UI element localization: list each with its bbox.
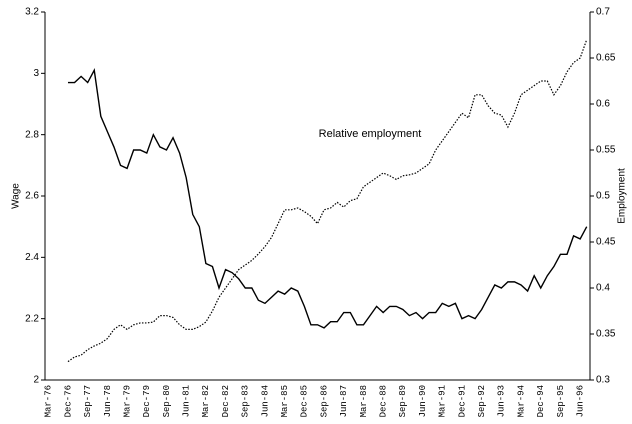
y-tick-label: 2.6 [25, 191, 39, 202]
series-line [67, 39, 588, 363]
x-tick-label: Sep-83 [241, 385, 251, 417]
x-tick-label: Dec-91 [457, 385, 467, 417]
x-tick-label: Dec-82 [221, 385, 231, 417]
x-tick-label: Mar-79 [122, 385, 132, 417]
y-tick-label: 2.2 [25, 313, 39, 324]
annotation: Relative employment [319, 128, 422, 140]
x-tick-label: Dec-79 [142, 385, 152, 417]
x-tick-label: Jun-78 [103, 385, 113, 417]
x-tick-label: Sep-89 [398, 385, 408, 417]
y2-tick-label: 0.45 [596, 237, 616, 248]
x-tick-label: Jun-87 [339, 385, 349, 417]
x-tick-label: Dec-88 [379, 385, 389, 417]
x-tick-label: Mar-88 [359, 385, 369, 417]
y-tick-label: 3.2 [25, 7, 39, 18]
x-tick-label: Dec-94 [536, 385, 546, 417]
x-tick-label: Mar-85 [280, 385, 290, 417]
x-tick-label: Jun-90 [418, 385, 428, 417]
x-tick-label: Sep-80 [162, 385, 172, 417]
x-tick-label: Dec-76 [63, 385, 73, 417]
y-tick-label: 2.4 [25, 252, 39, 263]
y-tick-label: 2 [33, 375, 39, 386]
y2-tick-label: 0.3 [596, 375, 610, 386]
x-tick-label: Mar-76 [44, 385, 54, 417]
y-tick-label: 2.8 [25, 129, 39, 140]
x-tick-label: Dec-85 [300, 385, 310, 417]
y-axis-label: Wage [11, 183, 22, 209]
x-tick-label: Sep-77 [83, 385, 93, 417]
y2-axis-label: Employment [617, 168, 628, 224]
x-tick-label: Jun-84 [260, 385, 270, 417]
x-tick-label: Jun-93 [497, 385, 507, 417]
x-tick-label: Jun-81 [182, 385, 192, 417]
y-tick-label: 3 [33, 68, 39, 79]
y2-tick-label: 0.65 [596, 53, 616, 64]
y2-tick-label: 0.7 [596, 7, 610, 18]
x-tick-label: Mar-91 [438, 385, 448, 417]
y2-tick-label: 0.5 [596, 191, 610, 202]
y2-tick-label: 0.6 [596, 99, 610, 110]
x-tick-label: Mar-94 [516, 385, 526, 417]
y2-tick-label: 0.4 [596, 283, 610, 294]
x-tick-label: Sep-92 [477, 385, 487, 417]
x-tick-label: Mar-82 [201, 385, 211, 417]
x-tick-label: Sep-95 [556, 385, 566, 417]
series-line [67, 68, 588, 329]
x-tick-label: Sep-86 [319, 385, 329, 417]
y2-tick-label: 0.35 [596, 329, 616, 340]
y2-tick-label: 0.55 [596, 145, 616, 156]
x-tick-label: Jun-96 [576, 385, 586, 417]
